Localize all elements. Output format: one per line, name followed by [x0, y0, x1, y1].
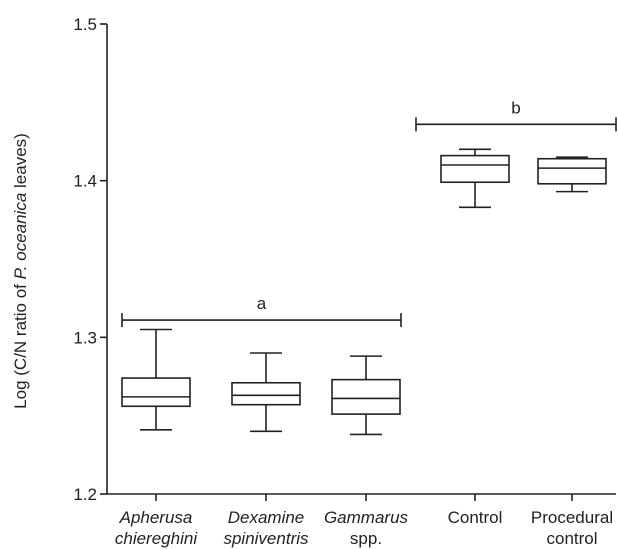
group-bracket-a: a	[121, 294, 402, 328]
box-iqr	[440, 154, 510, 184]
group-brackets: ab	[121, 98, 617, 328]
group-bracket-b: b	[415, 98, 617, 132]
box-5	[537, 156, 607, 193]
x-axis: Apherusa chiereghini Dexamine spiniventris G…	[107, 493, 616, 548]
box-4	[440, 148, 510, 209]
box-1	[121, 328, 191, 431]
y-label-text: Log (C/N ratio of	[11, 279, 30, 408]
x-tick-label: spp.	[350, 529, 382, 548]
x-tick-label: Procedural	[531, 508, 613, 527]
y-tick-label: 1.2	[73, 485, 97, 504]
box-iqr	[231, 381, 301, 406]
box-iqr	[121, 377, 191, 408]
x-tick-label: spiniventris	[223, 529, 309, 548]
y-axis: 1.2 1.3 1.4 1.5	[73, 15, 108, 504]
group-label: a	[257, 294, 267, 313]
group-label: b	[511, 98, 520, 117]
x-tick-label: Gammarus	[324, 508, 409, 527]
y-label-species: P. oceanica	[11, 193, 30, 280]
y-label-text: leaves)	[11, 133, 30, 193]
y-axis-label: Log (C/N ratio of P. oceanica leaves)	[11, 133, 30, 409]
x-tick-label: Control	[448, 508, 503, 527]
y-tick-label: 1.5	[73, 15, 97, 34]
box-3	[331, 355, 401, 436]
y-tick-label: 1.4	[73, 172, 97, 191]
x-tick-label: Apherusa	[119, 508, 193, 527]
box-iqr	[537, 157, 607, 185]
x-tick-label: Dexamine	[228, 508, 305, 527]
y-tick-label: 1.3	[73, 328, 97, 347]
box-iqr	[331, 378, 401, 415]
x-tick-label: control	[546, 529, 597, 548]
boxes	[121, 148, 607, 436]
box-2	[231, 352, 301, 433]
x-tick-label: chiereghini	[115, 529, 198, 548]
